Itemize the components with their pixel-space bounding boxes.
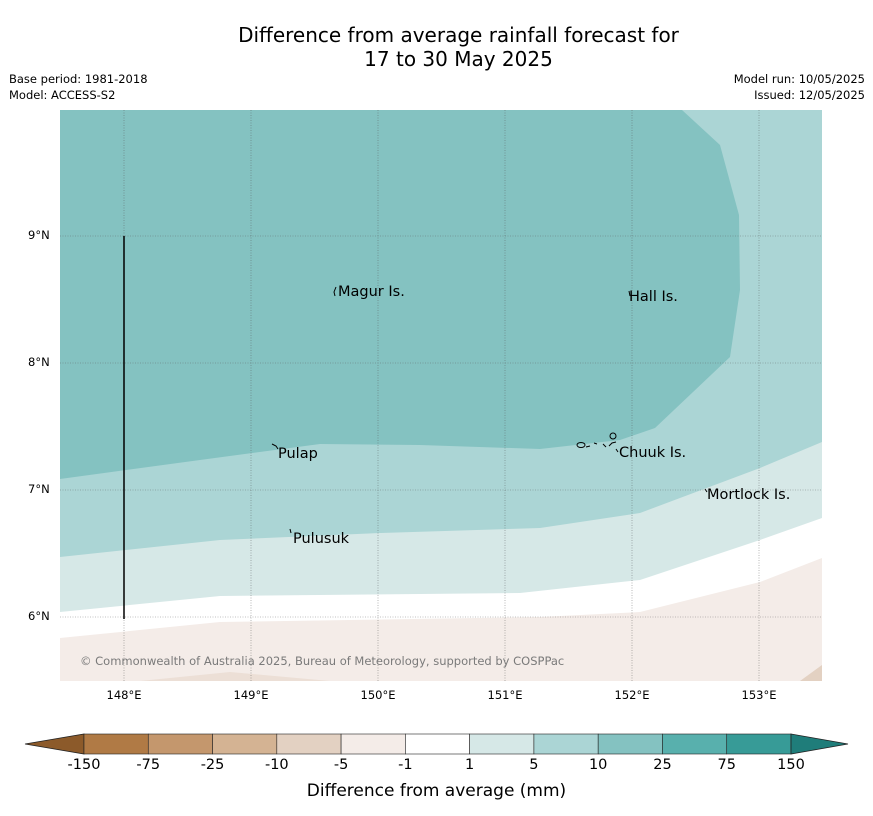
band-minus10-minus5 [800,665,822,681]
chuuk-island-2 [609,432,617,440]
lon-label-150: 150°E [360,688,396,702]
lat-label-7: 7°N [28,482,50,496]
colorbar-segment [276,733,342,755]
place-mortlock: Mortlock Is. [707,487,791,503]
colorbar-segment [726,733,792,755]
mortlock-island-shape [704,488,708,493]
colorbar-tick-label: -75 [136,757,161,773]
colorbar-tick-label: -5 [333,757,349,773]
place-pulap: Pulap [278,446,318,462]
lon-label-153: 153°E [741,688,777,702]
colorbar-tick-label: 5 [529,757,539,773]
band-10-25 [60,110,740,479]
colorbar-segment [83,733,149,755]
colorbar-extend-low [24,733,85,755]
colorbar-tick-label: 150 [777,757,805,773]
hall-island-shape [628,290,631,297]
colorbar-segment [212,733,278,755]
colorbar-tick-label: -10 [264,757,289,773]
place-magur: Magur Is. [338,284,405,300]
lon-label-148: 148°E [106,688,142,702]
place-hall: Hall Is. [629,289,678,305]
chuuk-lagoon [585,441,619,453]
colorbar-segment [597,733,663,755]
colorbar-tick-label: 1 [465,757,475,773]
colorbar-extend-high [790,733,849,755]
colorbar-segment [405,733,470,755]
colorbar-tick-label: 25 [653,757,672,773]
copyright-notice: © Commonwealth of Australia 2025, Bureau… [80,654,565,668]
model-run: Model run: 10/05/2025 [733,72,865,86]
colorbar-tick-label: -150 [67,757,101,773]
pulusuk-island-shape [289,528,292,534]
colorbar-segment [340,733,406,755]
colorbar-segment [533,733,599,755]
colorbar-tick-label: -25 [200,757,225,773]
chuuk-island-1 [576,442,586,448]
magur-island-shape [333,286,337,297]
lon-label-151: 151°E [487,688,523,702]
islands [271,286,708,534]
issued-date: Issued: 12/05/2025 [754,88,865,102]
colorbar-label: Difference from average (mm) [306,781,567,801]
colorbar-segment [662,733,728,755]
map-layers [60,110,822,681]
colorbar-segments [83,733,792,755]
model-name: Model: ACCESS-S2 [9,88,116,102]
band-minus10-minus5-small [140,672,330,681]
colorbar [24,733,849,755]
base-period: Base period: 1981-2018 [9,72,148,86]
colorbar-segment [147,733,213,755]
place-pulusuk: Pulusuk [293,531,350,547]
lat-label-6: 6°N [28,609,50,623]
colorbar-tick-label: 10 [588,757,608,773]
title-line-2: 17 to 30 May 2025 [364,47,553,71]
colorbar-tick-label: 75 [717,757,736,773]
colorbar-segment [469,733,535,755]
lon-label-152: 152°E [614,688,650,702]
meta-left: Base period: 1981-2018 Model: ACCESS-S2 [9,71,148,103]
title-line-1: Difference from average rainfall forecas… [238,23,679,47]
lon-label-149: 149°E [233,688,269,702]
gridlines [60,110,822,681]
lat-label-9: 9°N [28,228,50,242]
pulap-island-shape [271,443,279,450]
place-chuuk: Chuuk Is. [619,445,687,461]
lat-label-8: 8°N [28,355,50,369]
colorbar-tick-label: -1 [398,757,413,773]
meta-right: Model run: 10/05/2025 Issued: 12/05/2025 [734,71,865,103]
